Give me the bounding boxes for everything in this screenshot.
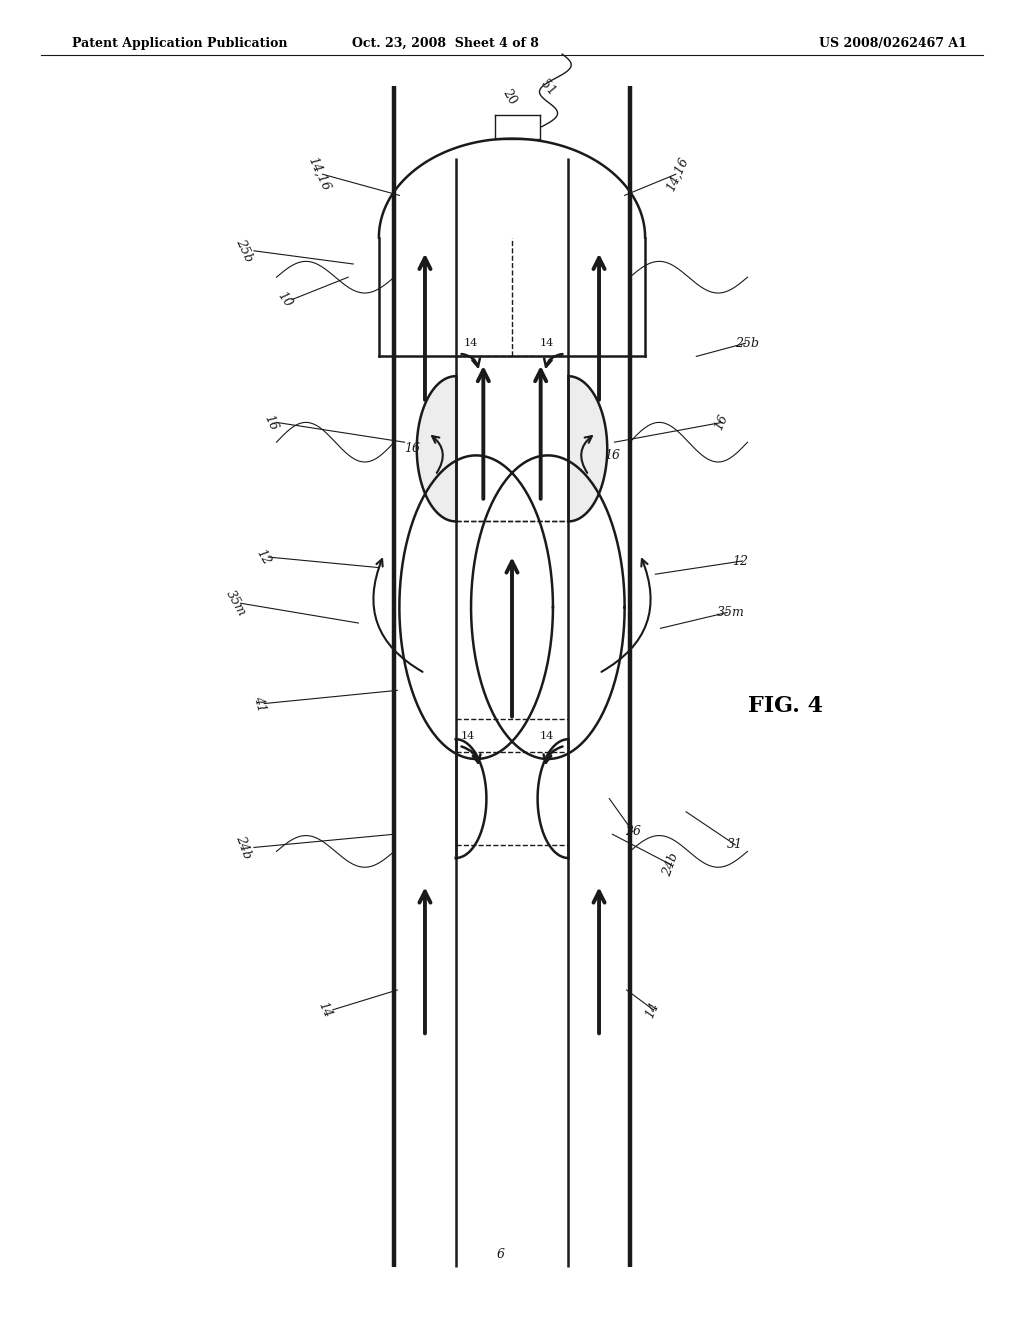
Text: 16: 16 — [261, 412, 280, 433]
Text: 25b: 25b — [233, 238, 255, 264]
Text: 16: 16 — [404, 442, 421, 455]
Text: 51: 51 — [538, 78, 558, 98]
Text: 14: 14 — [461, 731, 475, 742]
Text: 14: 14 — [315, 999, 334, 1020]
Text: FIG. 4: FIG. 4 — [748, 696, 822, 717]
Text: 14,16: 14,16 — [305, 156, 332, 193]
Text: 14,16: 14,16 — [664, 156, 690, 193]
Text: Oct. 23, 2008  Sheet 4 of 8: Oct. 23, 2008 Sheet 4 of 8 — [352, 37, 539, 50]
Text: 35m: 35m — [717, 606, 744, 619]
Polygon shape — [568, 376, 607, 521]
Text: 10: 10 — [274, 289, 294, 310]
Text: Patent Application Publication: Patent Application Publication — [72, 37, 287, 50]
Text: 35m: 35m — [223, 587, 249, 619]
Text: 6: 6 — [497, 1247, 505, 1261]
Text: US 2008/0262467 A1: US 2008/0262467 A1 — [819, 37, 967, 50]
Text: 14: 14 — [464, 338, 478, 348]
Text: 14: 14 — [540, 731, 554, 742]
Text: 20: 20 — [500, 87, 519, 107]
Text: 31: 31 — [727, 838, 743, 851]
Text: 12: 12 — [254, 546, 273, 568]
Polygon shape — [417, 376, 456, 521]
Text: 14: 14 — [540, 338, 554, 348]
Text: 26: 26 — [625, 825, 641, 838]
Text: 41: 41 — [251, 694, 267, 713]
Text: 24b: 24b — [660, 851, 681, 878]
Text: 24b: 24b — [233, 834, 254, 861]
Text: 16: 16 — [712, 412, 730, 433]
Text: 14: 14 — [643, 999, 662, 1020]
Text: 12: 12 — [732, 554, 749, 568]
Text: 25b: 25b — [735, 337, 759, 350]
Text: 16: 16 — [604, 449, 621, 462]
